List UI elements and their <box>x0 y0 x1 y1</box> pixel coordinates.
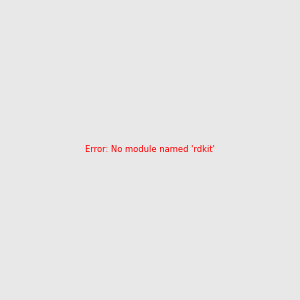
Text: Error: No module named 'rdkit': Error: No module named 'rdkit' <box>85 146 215 154</box>
